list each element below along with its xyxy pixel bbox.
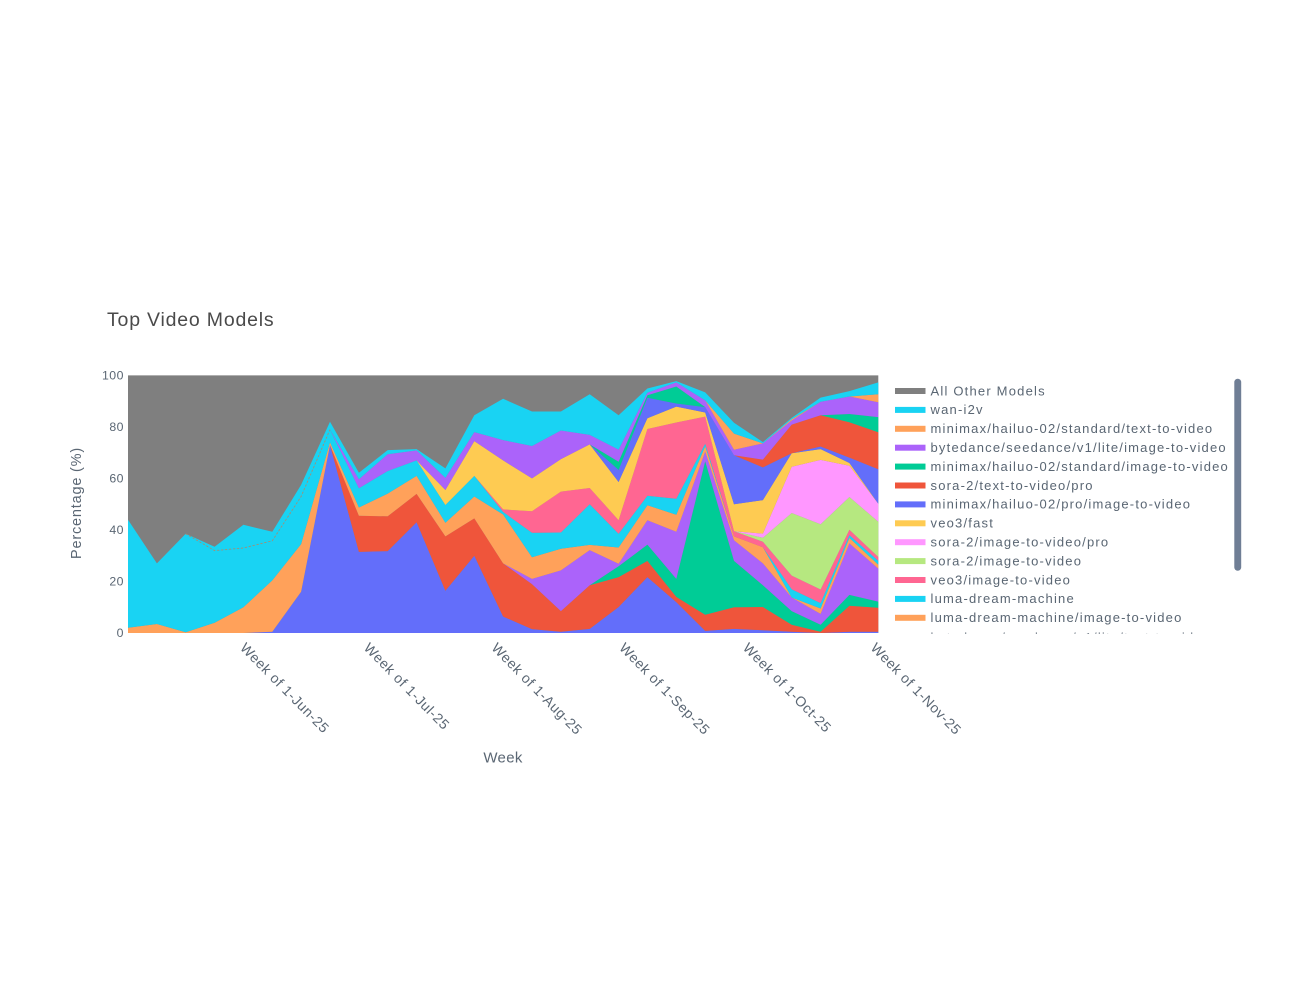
svg-text:Week: Week	[483, 750, 522, 767]
svg-text:bytedance/seedance/v1/lite/tex: bytedance/seedance/v1/lite/text-to-video	[931, 630, 1212, 645]
svg-text:sora-2/image-to-video/pro: sora-2/image-to-video/pro	[931, 535, 1110, 550]
svg-text:60: 60	[109, 472, 124, 486]
svg-text:veo3/fast: veo3/fast	[931, 516, 995, 531]
svg-text:0: 0	[117, 626, 124, 640]
svg-text:All Other Models: All Other Models	[931, 383, 1046, 398]
svg-text:veo3/image-to-video: veo3/image-to-video	[931, 572, 1072, 587]
svg-text:minimax/hailuo-02/standard/tex: minimax/hailuo-02/standard/text-to-video	[931, 421, 1214, 436]
svg-text:bytedance/seedance/v1/lite/ima: bytedance/seedance/v1/lite/image-to-vide…	[931, 440, 1227, 455]
svg-text:luma-dream-machine: luma-dream-machine	[931, 591, 1075, 606]
svg-text:minimax/hailuo-02/standard/ima: minimax/hailuo-02/standard/image-to-vide…	[931, 459, 1230, 474]
svg-text:luma-dream-machine/image-to-vi: luma-dream-machine/image-to-video	[931, 610, 1183, 625]
svg-text:80: 80	[109, 420, 124, 434]
svg-text:40: 40	[109, 523, 124, 537]
svg-text:100: 100	[102, 369, 124, 383]
svg-text:Top Video Models: Top Video Models	[107, 309, 274, 331]
svg-text:wan-i2v: wan-i2v	[930, 402, 984, 417]
svg-text:sora-2/text-to-video/pro: sora-2/text-to-video/pro	[931, 478, 1094, 493]
svg-text:20: 20	[109, 575, 124, 589]
svg-text:sora-2/image-to-video: sora-2/image-to-video	[931, 553, 1083, 568]
svg-text:Percentage (%): Percentage (%)	[69, 447, 85, 559]
svg-text:minimax/hailuo-02/pro/image-to: minimax/hailuo-02/pro/image-to-video	[931, 497, 1192, 512]
